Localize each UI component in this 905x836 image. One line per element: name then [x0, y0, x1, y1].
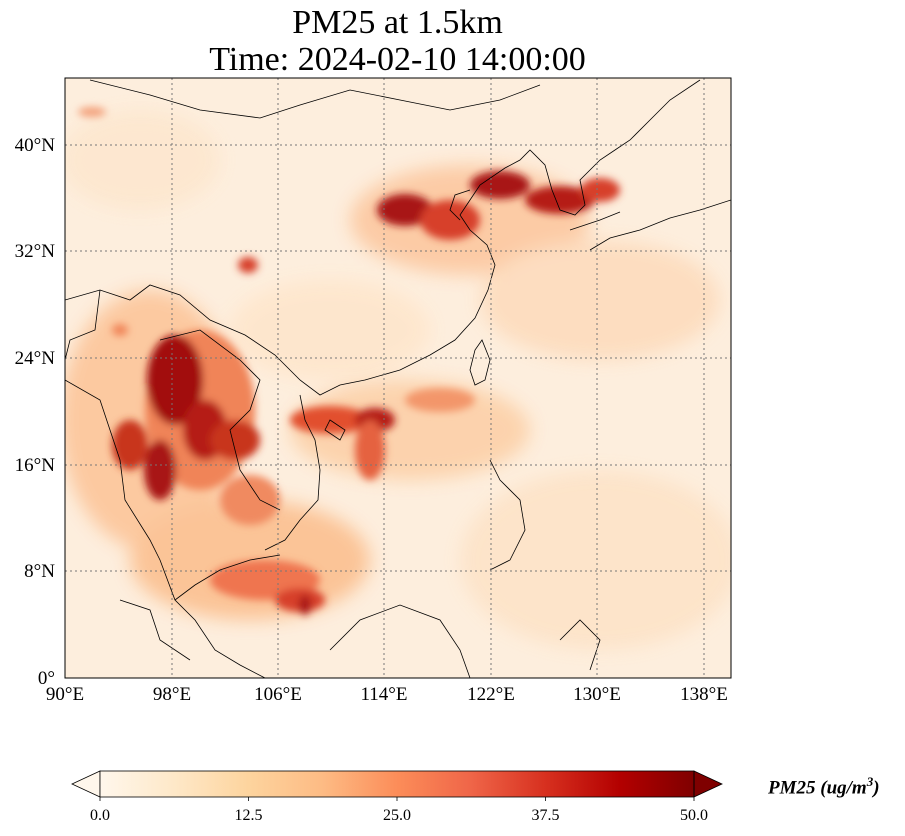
colorbar-extend-min: [71, 770, 101, 798]
pm25-field: [65, 78, 731, 678]
lat-tick: 24°N: [15, 348, 56, 369]
lon-tick: 98°E: [153, 684, 191, 705]
lon-tick: 122°E: [467, 684, 515, 705]
map-title-line1: PM25 at 1.5km: [292, 4, 503, 41]
colorbar-tick: 0.0: [90, 807, 110, 824]
colorbar-tick: 50.0: [680, 807, 708, 824]
lat-tick: 40°N: [15, 135, 56, 156]
lat-tick: 32°N: [15, 241, 56, 262]
lon-tick: 138°E: [680, 684, 728, 705]
colorbar-tick: 12.5: [235, 807, 263, 824]
lon-tick: 114°E: [361, 684, 408, 705]
lon-tick: 90°E: [46, 684, 84, 705]
lat-tick: 16°N: [15, 455, 56, 476]
map-title-line2: Time: 2024-02-10 14:00:00: [209, 41, 586, 78]
coastlines: [65, 79, 731, 678]
colorbar-tick: 25.0: [383, 807, 411, 824]
colorbar-gradient: [100, 771, 694, 797]
colorbar-tick: 37.5: [532, 807, 560, 824]
lat-tick: 0°: [38, 668, 55, 689]
colorbar: 0.0 12.5 25.0 37.5 50.0: [71, 770, 723, 824]
lon-tick: 130°E: [573, 684, 621, 705]
lon-tick: 106°E: [254, 684, 302, 705]
lat-tick: 8°N: [24, 561, 55, 582]
colorbar-extend-max: [693, 770, 723, 798]
map-frame: [64, 77, 732, 679]
graticule: [65, 78, 731, 678]
colorbar-label: PM25 (ug/m3): [768, 774, 880, 799]
